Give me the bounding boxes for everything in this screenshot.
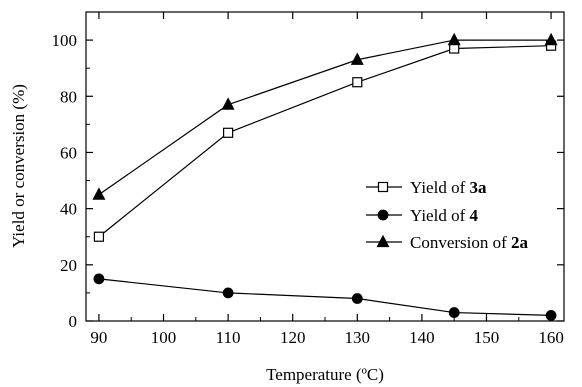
data-point (93, 231, 105, 242)
legend-item: Conversion of 2a (366, 233, 529, 252)
data-point (223, 127, 234, 138)
data-point (350, 52, 364, 65)
y-tick-label: 80 (60, 87, 77, 106)
legend-marker (377, 209, 389, 221)
legend-label: Yield of 3a (410, 178, 487, 197)
series-layer (92, 32, 558, 321)
x-tick-label: 130 (345, 328, 371, 347)
data-point (545, 309, 557, 321)
series-1 (93, 40, 557, 242)
series-line (98, 45, 552, 238)
y-tick-label: 100 (52, 31, 78, 50)
y-tick-label: 0 (69, 312, 78, 331)
x-tick-label: 160 (538, 328, 564, 347)
x-tick-label: 110 (216, 328, 241, 347)
y-axis-label: Yield or conversion (%) (9, 84, 28, 248)
series-line (98, 278, 552, 316)
legend-label-prefix: Conversion of (410, 233, 511, 252)
legend-label-prefix: Yield of (410, 178, 470, 197)
legend-marker (376, 234, 390, 248)
plot-frame (85, 11, 565, 322)
series-line (98, 39, 552, 196)
y-tick-label: 60 (60, 143, 77, 162)
legend-item: Yield of 3a (366, 178, 487, 197)
x-tick-label: 100 (151, 328, 177, 347)
x-axis-label: Temperature (ºC) (266, 365, 384, 384)
data-point (544, 32, 558, 46)
legend-label: Yield of 4 (410, 206, 479, 225)
data-point (351, 293, 363, 304)
data-point (92, 187, 106, 200)
x-tick-label: 90 (90, 328, 107, 347)
axis-ticks: 90 100 110 120 130 140 150 160 0 20 40 60 80 100 (52, 12, 564, 347)
data-point (93, 273, 105, 285)
series-3 (92, 32, 558, 200)
data-point (221, 97, 235, 110)
y-tick-label: 20 (60, 256, 77, 275)
series-2 (93, 273, 557, 321)
legend-label: Conversion of 2a (410, 233, 529, 252)
legend-label-compound: 2a (511, 233, 529, 252)
x-tick-label: 120 (280, 328, 306, 347)
data-point (448, 307, 460, 318)
data-point (449, 43, 460, 54)
data-point (352, 77, 363, 88)
data-point (447, 32, 461, 46)
legend-item: Yield of 4 (366, 206, 479, 225)
x-tick-label: 140 (409, 328, 435, 347)
x-tick-label: 150 (474, 328, 500, 347)
legend-label-compound: 3a (470, 178, 488, 197)
legend-label-compound: 4 (470, 206, 479, 225)
legend-label-prefix: Yield of (410, 206, 470, 225)
legend-marker (377, 181, 389, 193)
y-tick-label: 40 (60, 200, 77, 219)
data-point (222, 287, 234, 299)
